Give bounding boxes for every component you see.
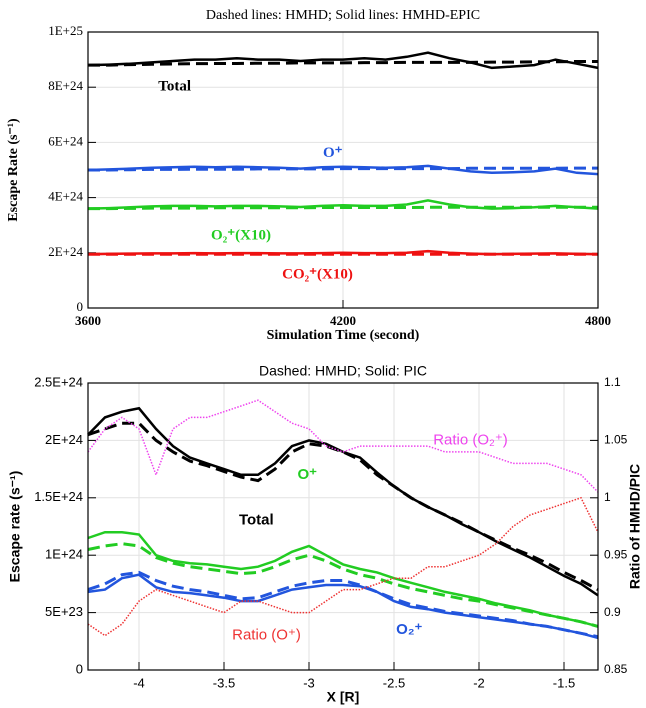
x-tick-label: -4 <box>133 675 145 690</box>
x-tick-label: -3.5 <box>213 675 235 690</box>
y-tick-label: 8E+24 <box>48 78 83 93</box>
y-tick-label: 0 <box>77 299 84 314</box>
y-tick-label: 6E+24 <box>48 133 83 148</box>
series-label: Ratio (O₂⁺) <box>433 431 508 448</box>
plot-frame <box>87 382 599 671</box>
series-line <box>87 164 599 176</box>
series-line <box>87 530 599 628</box>
series-label: O₂⁺ <box>396 621 422 638</box>
chart-title: Dashed lines: HMHD; Solid lines: HMHD-EP… <box>206 8 480 23</box>
series-line <box>87 249 599 256</box>
x-tick-label: -3 <box>303 675 315 690</box>
dashed-line <box>88 60 598 67</box>
y2-axis-label: Ratio of HMHD/PIC <box>627 464 643 589</box>
series-label: CO₂⁺(X10) <box>282 266 353 282</box>
series-line <box>87 51 599 70</box>
y2-tick-label: 1 <box>604 490 611 504</box>
y2-tick-label: 0.9 <box>604 605 621 619</box>
y-tick-label: 0 <box>76 661 83 676</box>
y2-tick-label: 0.85 <box>604 662 628 676</box>
y-tick-label: 1E+24 <box>45 547 83 562</box>
series-label: O⁺ <box>298 466 318 483</box>
y2-tick-label: 1.1 <box>604 375 621 389</box>
x-tick-label: 3600 <box>75 313 101 328</box>
plot-frame <box>87 31 599 309</box>
series-label: Total <box>239 512 274 529</box>
top-panel: 3600 4200 4800 0 2E+24 4E+24 6E+24 8E+24 1E+25 To… <box>6 8 611 343</box>
y-tick-label: 2E+24 <box>45 432 83 447</box>
series-line <box>87 496 599 637</box>
series-line <box>87 573 599 640</box>
y-tick-label: 2.5E+24 <box>34 374 83 389</box>
y2-tick-label: 1.05 <box>604 433 628 447</box>
x-tick-label: 4200 <box>330 313 356 328</box>
x-axis-label: Simulation Time (second) <box>267 328 420 343</box>
y-axis-label: Escape Rate (s⁻¹) <box>6 118 21 222</box>
x-tick-label: -2.5 <box>383 675 405 690</box>
x-tick-label: -1.5 <box>553 675 575 690</box>
chart-title: Dashed: HMHD; Solid: PIC <box>259 363 427 379</box>
series-line <box>87 399 599 493</box>
series-label: O₂⁺(X10) <box>211 228 271 244</box>
y-tick-label: 4E+24 <box>48 189 83 204</box>
x-tick-label: -2 <box>473 675 485 690</box>
y-tick-label: 2E+24 <box>48 244 83 259</box>
x-tick-label: 4800 <box>585 313 611 328</box>
series-line <box>87 199 599 210</box>
series-label: O⁺ <box>323 145 343 161</box>
y2-tick-label: 0.95 <box>604 547 628 561</box>
y-tick-label: 5E+23 <box>45 604 83 619</box>
dashed-line <box>88 166 598 172</box>
y-tick-label: 1.5E+24 <box>34 489 83 504</box>
y-tick-label: 1E+25 <box>48 23 83 38</box>
bottom-panel: -4 -3.5 -3 -2.5 -2 -1.5 0 5E+23 1E+24 1.5E+24 2E+2… <box>7 363 643 705</box>
y-axis-label: Escape rate (s⁻¹) <box>7 471 23 583</box>
series-label: Total <box>158 79 191 95</box>
plot-area <box>88 383 598 670</box>
series-label: Ratio (O⁺) <box>232 627 301 644</box>
x-axis-label: X [R] <box>327 689 360 705</box>
dashed-line <box>87 421 599 591</box>
